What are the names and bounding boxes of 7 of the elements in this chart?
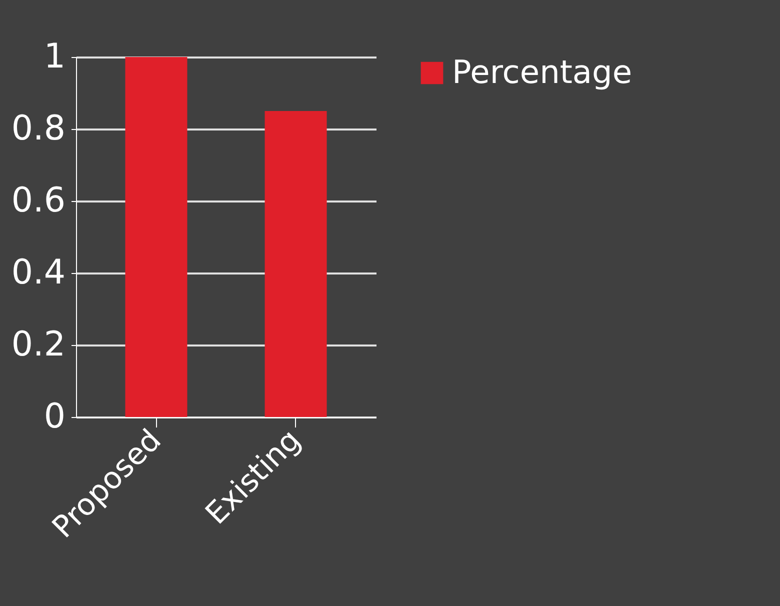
y-tick-label: 0	[44, 396, 66, 436]
y-tick-label: 1	[44, 36, 66, 76]
y-tick-label: 0.2	[11, 324, 66, 364]
y-tick-label: 0.6	[11, 180, 66, 220]
y-tick-label: 0.8	[11, 108, 66, 148]
y-tick-label: 0.4	[11, 252, 66, 292]
legend-label: Percentage	[452, 53, 632, 91]
